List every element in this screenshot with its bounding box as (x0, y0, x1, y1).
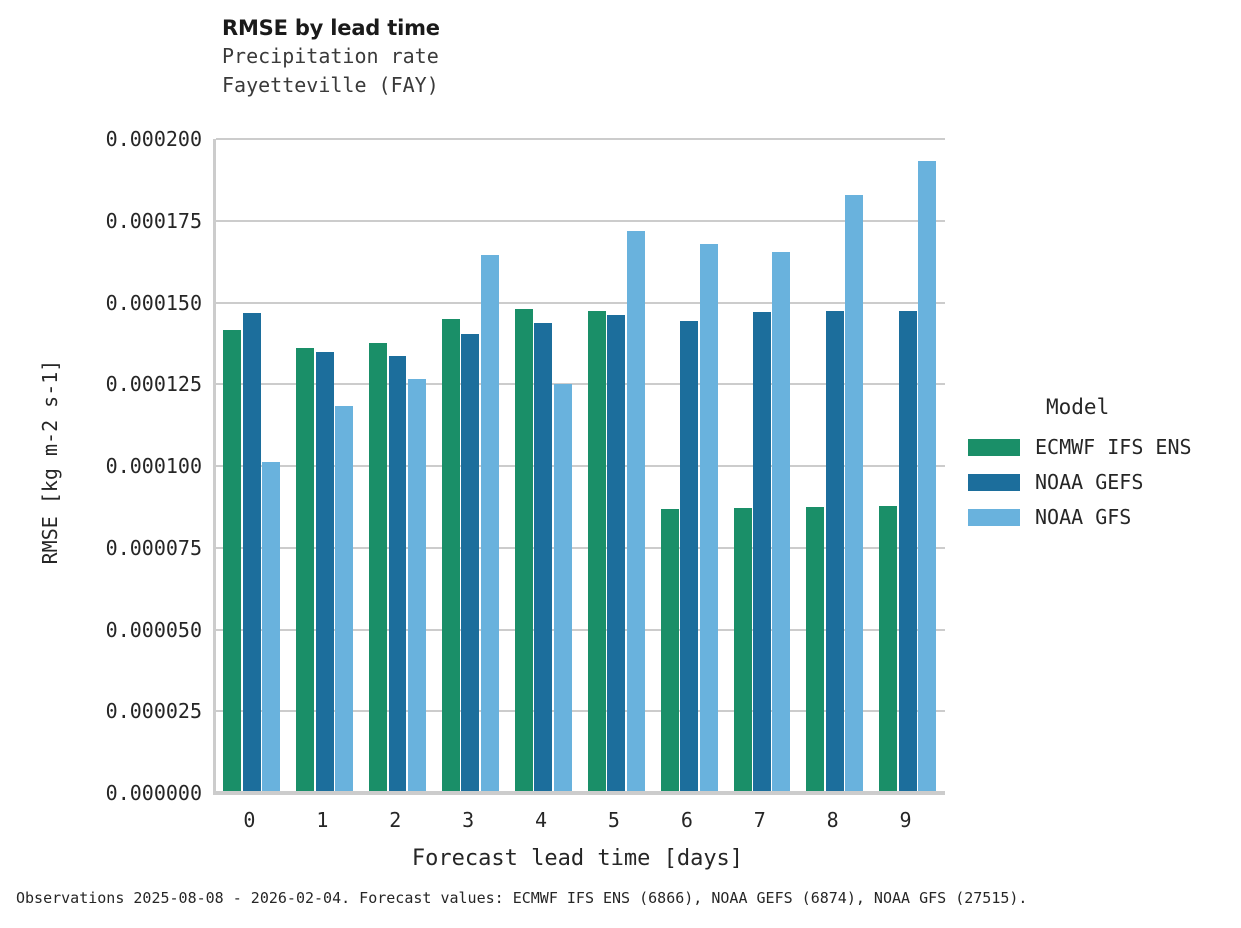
legend-item-label: NOAA GEFS (1035, 470, 1144, 494)
bar[interactable] (733, 508, 752, 793)
bar[interactable] (461, 333, 480, 793)
bar[interactable] (388, 355, 407, 793)
gridline (216, 301, 945, 304)
title-block: RMSE by lead time Precipitation rate Fay… (222, 14, 922, 100)
bar[interactable] (553, 384, 572, 793)
bar[interactable] (680, 321, 699, 793)
bar[interactable] (918, 160, 937, 793)
x-axis-tick-label: 5 (607, 808, 620, 832)
bar[interactable] (898, 311, 917, 793)
bar[interactable] (242, 312, 261, 793)
bar[interactable] (223, 330, 242, 793)
x-axis-tick-label: 9 (899, 808, 912, 832)
bar[interactable] (315, 351, 334, 793)
bar[interactable] (660, 509, 679, 793)
x-axis-tick-label: 2 (389, 808, 402, 832)
page-title: RMSE by lead time (222, 16, 440, 40)
gridline (216, 219, 945, 222)
legend-item-label: NOAA GFS (1035, 505, 1132, 529)
legend-item[interactable]: NOAA GFS (968, 501, 1238, 533)
bar[interactable] (879, 505, 898, 793)
bar[interactable] (753, 311, 771, 793)
legend-item[interactable]: NOAA GEFS (968, 466, 1238, 498)
y-axis-tick-label: 0.000075 (105, 535, 202, 560)
bar[interactable] (369, 342, 388, 793)
gridline (216, 628, 945, 631)
bar[interactable] (825, 311, 844, 793)
chart-subtitle-variable: Precipitation rate (222, 44, 439, 68)
bar[interactable] (480, 254, 499, 793)
y-axis-tick-label: 0.000000 (105, 781, 202, 805)
plot-area (213, 138, 945, 793)
legend-rows: ECMWF IFS ENS NOAA GEFS NOAA GFS (968, 431, 1238, 533)
y-axis-tick-label: 0.000125 (105, 372, 202, 397)
bar[interactable] (845, 195, 864, 793)
y-axis-tick-label: 0.000150 (105, 290, 202, 315)
legend-title: Model (1046, 395, 1110, 419)
y-axis-tick-label: 0.000025 (105, 699, 202, 724)
bar[interactable] (514, 308, 533, 793)
bar[interactable] (772, 252, 791, 793)
x-axis-line (213, 791, 945, 795)
x-axis-tick-label: 1 (316, 808, 329, 832)
bar[interactable] (607, 314, 626, 793)
bar[interactable] (407, 379, 426, 793)
bar[interactable] (335, 405, 353, 793)
gridline (216, 710, 945, 713)
y-axis-tick-labels: 0.000000 0.000025 0.000050 0.000075 0.000100… (42, 0, 255, 928)
x-axis-label: Forecast lead time [days] (411, 846, 744, 871)
bar[interactable] (626, 231, 645, 793)
bar[interactable] (806, 507, 825, 793)
legend-color-swatch (968, 438, 1020, 456)
gridline (216, 138, 945, 140)
y-axis-label: RMSE [kg m-2 s-1] (38, 359, 62, 565)
legend-color-swatch (968, 473, 1020, 491)
x-axis-tick-label: 4 (535, 808, 548, 832)
footer-note: Observations 2025-08-08 - 2026-02-04. Fo… (16, 889, 1028, 907)
bar[interactable] (587, 311, 606, 793)
bar[interactable] (534, 322, 553, 793)
bar[interactable] (441, 318, 460, 793)
x-axis-tick-label: 7 (753, 808, 766, 832)
bar[interactable] (296, 348, 315, 793)
x-axis-tick-label: 0 (243, 808, 256, 832)
x-axis-tick-label: 8 (826, 808, 839, 832)
y-axis-tick-label: 0.000100 (105, 454, 202, 478)
legend-color-swatch (968, 508, 1020, 526)
y-axis-tick-label: 0.000175 (105, 208, 202, 233)
chart-subtitle-station: Fayetteville (FAY) (222, 73, 439, 97)
y-axis-tick-label: 0.000050 (105, 617, 202, 642)
legend-item-label: ECMWF IFS ENS (1035, 435, 1192, 459)
legend-item[interactable]: ECMWF IFS ENS (968, 431, 1238, 463)
bar[interactable] (699, 244, 718, 793)
gridline (216, 546, 945, 549)
gridline (216, 383, 945, 386)
bar[interactable] (262, 462, 281, 793)
gridline (216, 465, 945, 467)
legend: Model ECMWF IFS ENS NOAA GEFS NOAA GFS (968, 395, 1238, 536)
y-axis-tick-label: 0.000200 (105, 127, 202, 151)
x-axis-tick-label: 3 (462, 808, 475, 832)
x-axis-tick-label: 6 (680, 808, 693, 832)
